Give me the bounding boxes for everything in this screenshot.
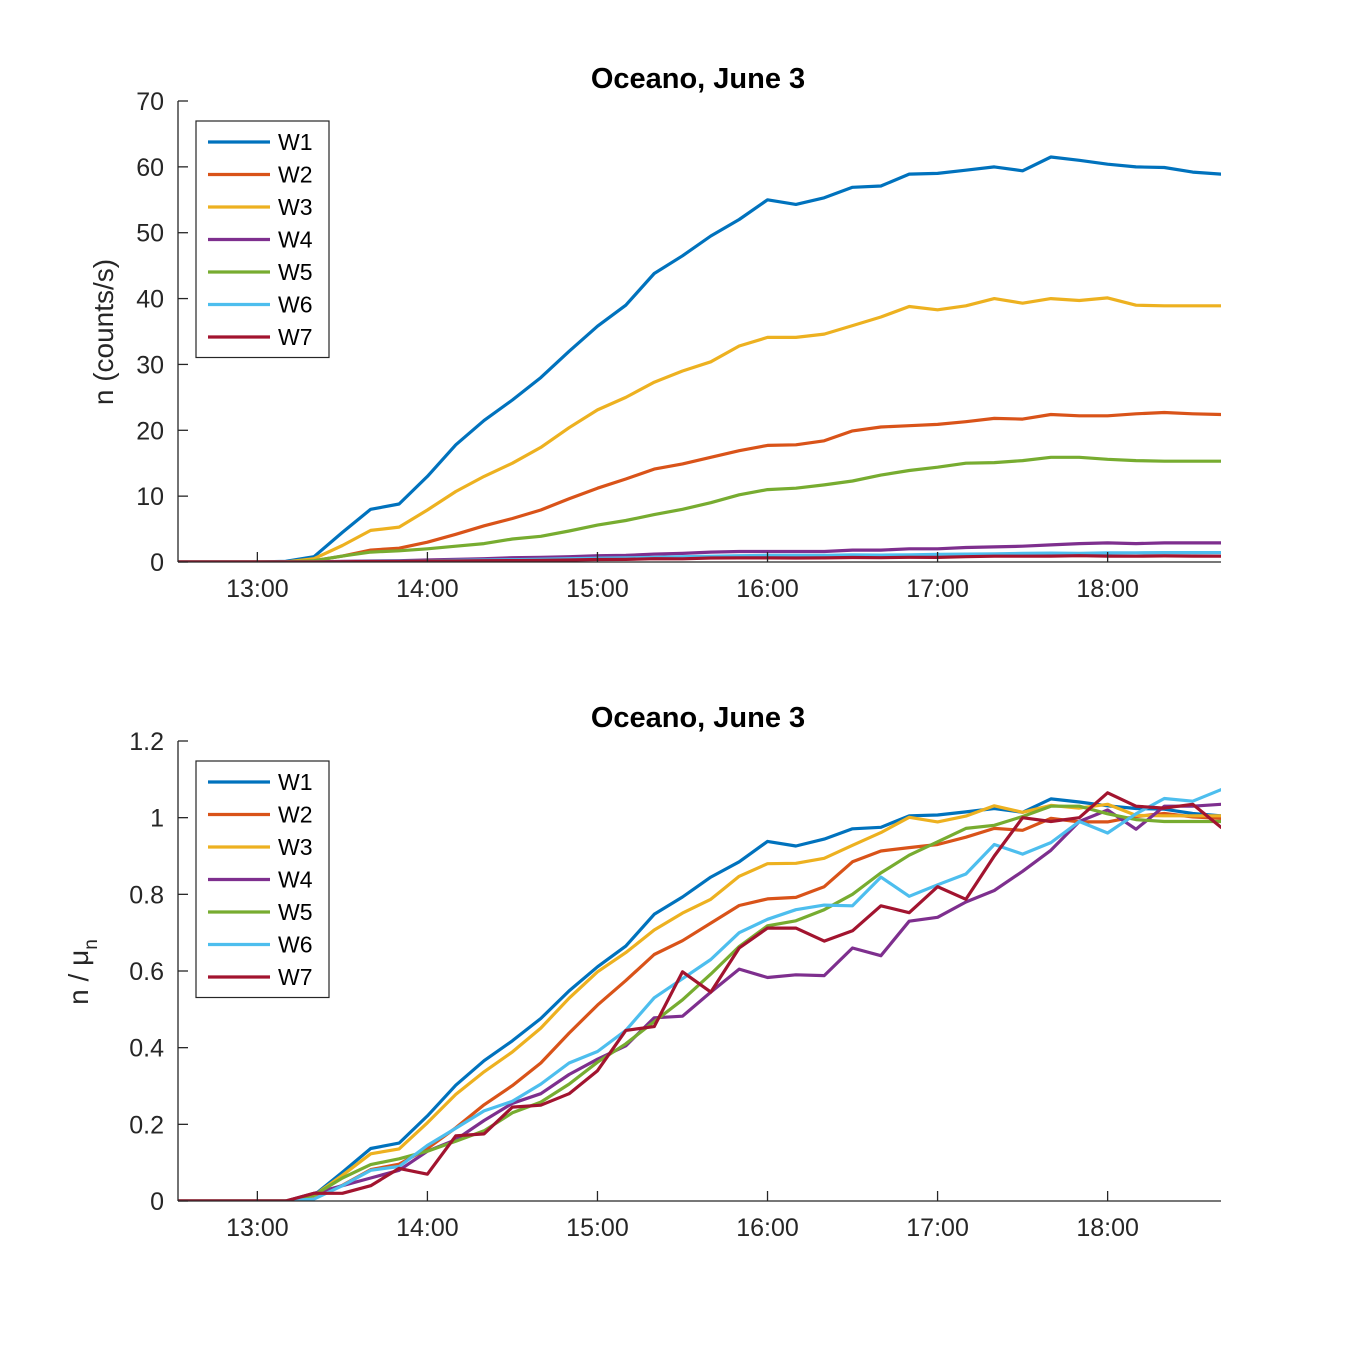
legend-label-w3: W3 [278,834,313,860]
series-line-w3 [178,296,1221,562]
x-tick-label: 17:00 [906,575,969,603]
y-tick-label: 20 [136,417,164,445]
legend-label-w5: W5 [278,899,313,925]
x-tick-label: 16:00 [736,575,799,603]
series-line-w5 [178,804,1221,1201]
legend-label-w4: W4 [278,227,313,253]
series-line-w6 [178,788,1221,1201]
y-axis-label: n / μn [63,939,102,1005]
series-line-w7 [178,791,1221,1201]
series-line-w2 [178,410,1221,562]
axes-group: 13:00 14:00 15:00 16:00 17:00 18:00 0 10 20 30 40 5… [136,88,1221,603]
legend-label-w7: W7 [278,324,313,350]
y-tick-label: 0.6 [129,958,164,986]
series-line-w2 [178,811,1221,1201]
legend-label-w1: W1 [278,769,313,795]
legend-label-w7: W7 [278,964,313,990]
y-tick-label: 0 [150,1188,164,1216]
y-tick-label: 30 [136,351,164,379]
chart-title: Oceano, June 3 [591,63,805,95]
legend-label-w3: W3 [278,194,313,220]
y-tick-label: 1 [150,805,164,833]
x-tick-label: 18:00 [1076,1214,1139,1242]
y-tick-label: 0.2 [129,1111,164,1139]
chart-title: Oceano, June 3 [591,702,805,734]
x-tick-label: 18:00 [1076,575,1139,603]
series-line-w4 [178,802,1221,1201]
x-tick-label: 13:00 [226,1214,289,1242]
legend-label-w6: W6 [278,292,313,318]
axes-group: 13:00 14:00 15:00 16:00 17:00 18:00 0 0.2 0.4 0.6… [129,728,1221,1242]
legend-label-w1: W1 [278,129,313,155]
legend-label-w5: W5 [278,259,313,285]
y-tick-label: 0.8 [129,881,164,909]
legend-label-w6: W6 [278,932,313,958]
x-tick-label: 14:00 [396,1214,459,1242]
y-tick-label: 60 [136,154,164,182]
y-tick-label: 10 [136,483,164,511]
legend: W1 W2 W3 W4 W5 W6 W7 [195,760,330,999]
legend-label-w2: W2 [278,162,313,188]
x-tick-label: 16:00 [736,1214,799,1242]
series-group [178,155,1221,562]
y-tick-label: 1.2 [129,728,164,756]
y-tick-label: 40 [136,286,164,314]
x-tick-label: 15:00 [566,1214,629,1242]
legend-label-w2: W2 [278,802,313,828]
y-axis-label: n (counts/s) [88,259,119,405]
x-tick-label: 17:00 [906,1214,969,1242]
y-tick-label: 0.4 [129,1035,164,1063]
x-tick-label: 13:00 [226,575,289,603]
series-line-w1 [178,797,1221,1201]
y-axis-label-text: n / μ [63,950,94,1005]
legend: W1 W2 W3 W4 W5 W6 W7 [195,120,330,359]
y-tick-label: 0 [150,549,164,577]
legend-label-w4: W4 [278,867,313,893]
panel-normalized: Oceano, June 3 n / μn 13:00 14:00 15:00 16:… [63,702,1221,1242]
series-line-w1 [178,155,1221,562]
x-tick-label: 14:00 [396,575,459,603]
y-tick-label: 50 [136,220,164,248]
series-line-w5 [178,455,1221,562]
y-tick-label: 70 [136,88,164,116]
y-axis-label-subscript: n [81,939,102,950]
x-tick-label: 15:00 [566,575,629,603]
series-group [178,788,1221,1201]
panel-counts: Oceano, June 3 n (counts/s) 13:00 14:00 15… [88,63,1221,603]
